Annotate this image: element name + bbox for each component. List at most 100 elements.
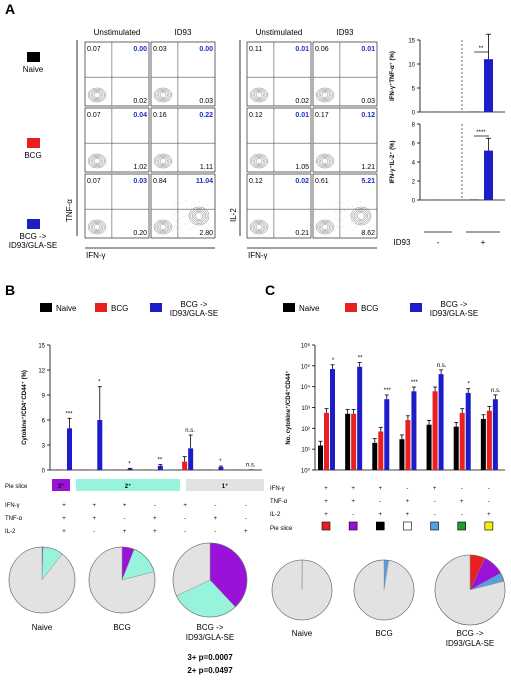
event-dot [191, 212, 193, 214]
y-axis-label: Cytokine⁺/CD4⁺CD44⁺ (%) [21, 370, 28, 445]
event-dot [180, 225, 182, 227]
event-dot [175, 220, 177, 222]
event-dot [336, 213, 338, 215]
quadrant-value: 0.12 [249, 178, 263, 185]
flow-plot [150, 41, 216, 107]
y-axis-label: No. cytokine⁺/CD4⁺CD44⁺ [285, 370, 292, 444]
tick-label: 15 [408, 39, 415, 45]
count-bar [372, 442, 378, 470]
significance-label: * [332, 358, 335, 364]
cytokine-bar [218, 467, 224, 470]
event-dot [203, 206, 205, 208]
contour-ring [317, 154, 333, 168]
significance-label: **** [476, 130, 486, 136]
x-group-title: ID93 [394, 238, 411, 247]
category-box [76, 479, 180, 491]
event-dot [172, 229, 174, 231]
pie-key-box [457, 521, 467, 531]
contour-ring [321, 158, 329, 164]
column-header: Unstimulated [256, 28, 303, 37]
pie-slice-label: Pie slice [5, 484, 28, 490]
pie-outline [8, 546, 76, 614]
event-dot [343, 202, 345, 204]
pie-key-box [403, 521, 412, 531]
flow-plot [150, 107, 216, 173]
count-bar [318, 445, 323, 470]
event-dot [346, 223, 348, 225]
x-group-label: - [437, 238, 440, 247]
row-sign: - [488, 499, 490, 505]
quadrant-value: 1.11 [200, 164, 213, 171]
contour-ring [254, 223, 264, 231]
event-dot [334, 211, 336, 213]
contour-ring [159, 224, 167, 230]
event-dot [197, 224, 199, 226]
legend-swatch [40, 303, 52, 312]
row-sign: + [460, 499, 464, 505]
event-dot [350, 221, 352, 223]
event-dot [205, 220, 207, 222]
contour-ring [254, 91, 264, 99]
event-dot [334, 229, 336, 231]
pie-key-box [375, 521, 385, 531]
contour-ring [320, 157, 330, 165]
event-dot [347, 200, 349, 202]
contour-ring [158, 223, 168, 231]
row-sign: + [123, 529, 127, 535]
row-sign: - [214, 529, 216, 535]
row-sign: + [324, 512, 328, 518]
flow-plot [84, 107, 150, 173]
event-dot [369, 204, 371, 206]
p-value: 2+ p=0.0497 [187, 666, 233, 675]
quadrant-value: 0.03 [199, 98, 213, 105]
event-dot [183, 216, 185, 218]
quadrant-value: 0.04 [133, 112, 147, 119]
event-dot [204, 213, 206, 215]
quadrant-value: 0.21 [295, 230, 309, 237]
row-sign: - [184, 516, 186, 522]
row-sign: - [434, 499, 436, 505]
quadrant-value: 0.07 [87, 178, 101, 185]
quadrant-value: 1.21 [361, 164, 375, 171]
pie-label: BCG -> [457, 629, 484, 638]
quadrant-value: 0.11 [249, 46, 262, 53]
cytokine-bar [157, 465, 163, 470]
significance-label: * [468, 382, 471, 388]
contour-ring [156, 221, 170, 232]
row-sign: + [123, 503, 127, 509]
row-sign: + [379, 512, 383, 518]
event-dot [173, 206, 175, 208]
tick-label: 10⁴ [301, 384, 311, 391]
contour-ring [92, 157, 102, 165]
significance-label: n.s. [185, 428, 195, 434]
row-label: TNF-α [270, 499, 288, 505]
contour-ring [156, 89, 170, 100]
significance-label: n.s. [246, 462, 256, 468]
tick-label: 5 [412, 87, 416, 93]
contour-ring [252, 155, 266, 166]
legend-label: BCG -> [181, 300, 208, 309]
x-axis-label: IFN-γ [248, 251, 268, 260]
count-bar [453, 426, 459, 470]
row-label: IL-2 [5, 529, 16, 535]
event-dot [188, 221, 190, 223]
tick-label: 0 [42, 469, 46, 475]
tick-label: 10⁰ [301, 468, 311, 475]
pie-slice [353, 559, 415, 621]
row-sign: + [433, 486, 437, 492]
contour-ring [352, 208, 370, 224]
pie-label: BCG -> [197, 623, 224, 632]
row-sign: - [488, 486, 490, 492]
event-dot [193, 226, 195, 228]
quadrant-value: 0.06 [315, 46, 329, 53]
legend-label: Naive [23, 65, 44, 74]
count-bar [378, 431, 384, 470]
pie-outline [88, 546, 156, 614]
event-dot [179, 218, 181, 220]
pie-outline [353, 559, 415, 621]
tick-label: 10³ [301, 406, 310, 412]
event-dot [173, 218, 175, 220]
contour-ring [320, 223, 330, 231]
row-sign: - [434, 512, 436, 518]
flow-plot [312, 107, 378, 173]
